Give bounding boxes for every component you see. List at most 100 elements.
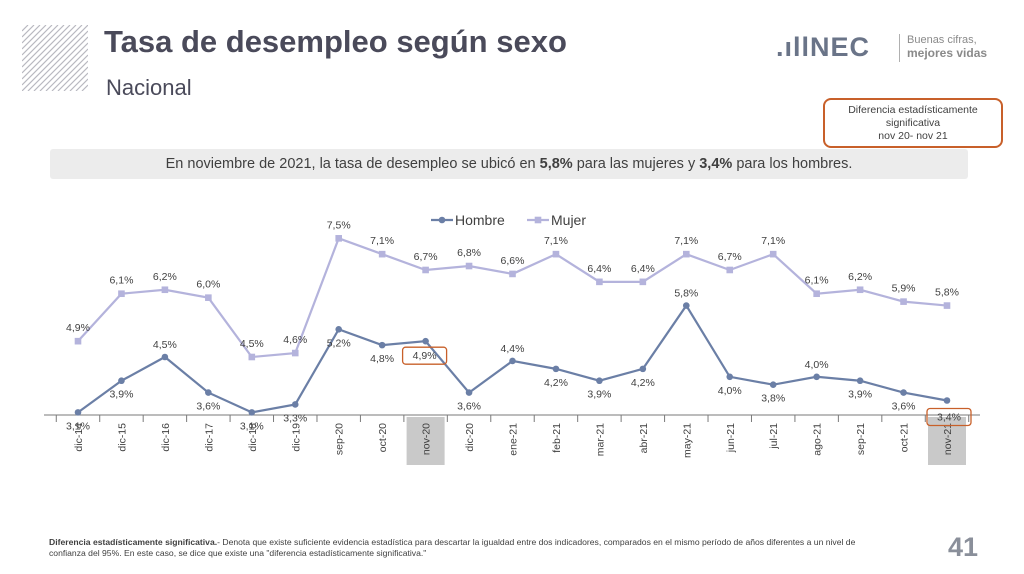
data-point-hombre — [74, 409, 82, 416]
data-point-hombre — [422, 337, 429, 345]
data-point-hombre — [378, 341, 386, 349]
data-point-mujer — [378, 250, 386, 258]
page-subtitle: Nacional — [106, 75, 192, 100]
legend-marker-hombre — [438, 216, 446, 224]
data-label-mujer: 4,5% — [240, 338, 264, 350]
x-tick-label: dic-14 — [73, 423, 85, 452]
x-tick-label: jul-21 — [768, 423, 780, 450]
x-tick-label: may-21 — [681, 423, 693, 458]
significance-highlight-box — [401, 346, 448, 365]
data-point-hombre — [552, 365, 560, 373]
data-point-mujer — [596, 278, 603, 286]
data-label-mujer: 7,1% — [370, 235, 394, 247]
data-point-hombre — [726, 373, 734, 381]
data-point-mujer — [248, 353, 256, 361]
significance-note-line2: significativa — [885, 117, 941, 129]
data-point-hombre — [900, 389, 907, 396]
x-tick-label: nov-20 — [421, 423, 433, 455]
x-tick-label: sep-20 — [334, 423, 346, 455]
x-tick-label: dic-16 — [160, 423, 172, 452]
summary-banner: En noviembre de 2021, la tasa de desempl… — [50, 149, 968, 179]
data-point-hombre — [465, 389, 473, 396]
data-label-hombre: 4,9% — [413, 350, 437, 362]
data-point-hombre — [856, 377, 864, 385]
data-point-hombre — [161, 353, 169, 361]
data-label-hombre: 3,9% — [587, 389, 611, 401]
summary-mid: para las mujeres y — [572, 156, 700, 172]
data-label-mujer: 5,9% — [892, 283, 916, 295]
data-label-hombre: 3,6% — [892, 401, 916, 413]
data-point-mujer — [639, 278, 647, 286]
data-label-mujer: 6,1% — [109, 275, 133, 287]
data-label-mujer: 6,0% — [196, 279, 220, 291]
data-point-hombre — [248, 409, 256, 416]
data-label-hombre: 5,8% — [674, 288, 698, 300]
data-label-hombre: 4,4% — [501, 343, 525, 355]
data-point-mujer — [943, 302, 951, 309]
page-number: 41 — [948, 532, 979, 562]
data-point-mujer — [335, 235, 342, 242]
data-label-hombre: 3,3% — [283, 412, 307, 424]
data-label-hombre: 3,9% — [109, 389, 133, 401]
data-label-hombre: 3,8% — [761, 393, 785, 405]
data-label-mujer: 6,4% — [587, 263, 611, 275]
data-point-mujer — [769, 250, 777, 258]
data-point-mujer — [856, 286, 864, 294]
data-point-mujer — [205, 294, 212, 301]
data-point-mujer — [813, 290, 820, 298]
logo-separator — [899, 34, 900, 62]
data-label-hombre: 3,1% — [66, 420, 90, 432]
x-tick-label: nov-21 — [942, 423, 954, 455]
significance-note-line1: Diferencia estadísticamente — [848, 104, 978, 116]
footnote-bold: Diferencia estadísticamente significativ… — [49, 537, 218, 547]
data-label-hombre: 3,4% — [937, 412, 961, 424]
data-point-mujer — [422, 266, 429, 274]
x-tick-label: ago-21 — [812, 423, 824, 456]
page-title: Tasa de desempleo según sexo — [104, 24, 567, 59]
legend-label-mujer: Mujer — [551, 212, 586, 228]
significance-note-line3: nov 20- nov 21 — [878, 130, 948, 142]
data-point-mujer — [900, 298, 907, 305]
x-tick-label: dic-17 — [203, 423, 215, 452]
data-point-hombre — [769, 381, 777, 388]
x-tick-label: jun-21 — [725, 423, 737, 453]
data-point-hombre — [509, 357, 516, 365]
data-label-hombre: 3,6% — [196, 401, 220, 413]
summary-post: para los hombres. — [732, 156, 853, 172]
summary-pre: En noviembre de 2021, la tasa de desempl… — [165, 156, 540, 172]
data-point-hombre — [205, 389, 212, 396]
highlight-band-nov-20 — [406, 417, 445, 465]
data-point-hombre — [291, 401, 299, 408]
data-label-hombre: 3,1% — [240, 420, 264, 432]
data-label-hombre: 3,9% — [848, 389, 872, 401]
x-tick-label: feb-21 — [551, 423, 563, 453]
summary-value-women: 5,8% — [539, 156, 573, 172]
summary-value-men: 3,4% — [699, 156, 733, 172]
data-label-mujer: 6,1% — [805, 275, 829, 287]
data-label-hombre: 4,2% — [631, 377, 655, 389]
data-label-mujer: 6,2% — [848, 271, 872, 283]
data-point-hombre — [943, 397, 951, 404]
data-label-hombre: 4,0% — [718, 385, 742, 397]
data-label-mujer: 6,7% — [718, 251, 742, 263]
data-label-mujer: 7,5% — [327, 219, 351, 231]
data-point-mujer — [509, 270, 516, 278]
significance-highlight-box — [926, 407, 972, 427]
data-label-mujer: 7,1% — [761, 235, 785, 247]
chart-legend: Hombre Mujer — [431, 212, 586, 228]
data-point-mujer — [118, 290, 125, 298]
x-tick-label: abr-21 — [638, 423, 650, 454]
data-point-mujer — [726, 266, 734, 274]
data-point-mujer — [465, 262, 473, 270]
data-point-hombre — [683, 302, 690, 309]
inec-logo: .ıllNEC Buenas cifras, mejores vidas — [776, 28, 996, 68]
data-label-mujer: 6,2% — [153, 271, 177, 283]
legend-marker-mujer — [534, 216, 542, 224]
data-label-hombre: 3,6% — [457, 401, 481, 413]
footnote: Diferencia estadísticamente significativ… — [49, 537, 879, 559]
x-tick-label: sep-21 — [855, 423, 867, 455]
data-label-hombre: 4,2% — [544, 377, 568, 389]
data-point-hombre — [639, 365, 647, 373]
data-point-hombre — [118, 377, 125, 385]
